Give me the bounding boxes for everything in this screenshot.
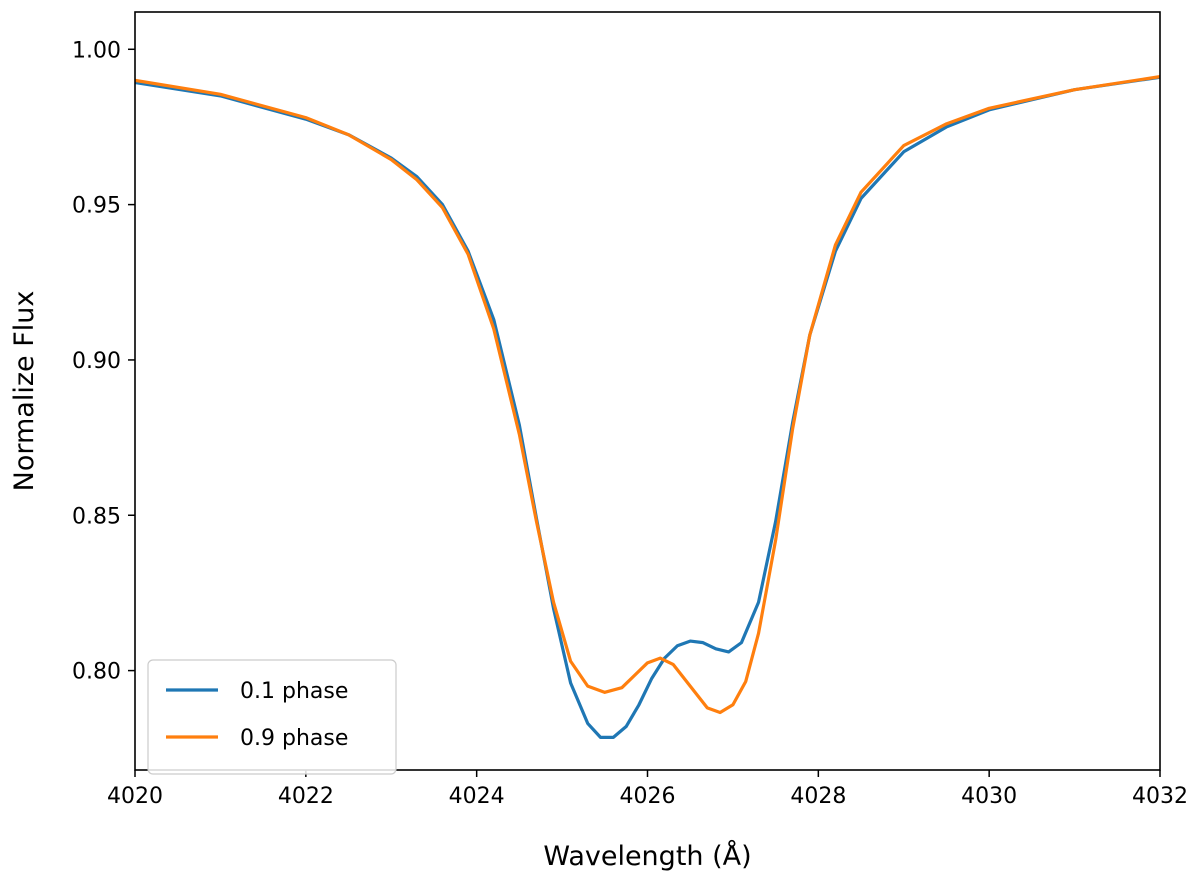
- y-tick-label: 1.00: [72, 38, 121, 63]
- legend-label: 0.9 phase: [240, 726, 348, 751]
- plot-frame: [134, 11, 1161, 771]
- y-tick-label: 0.80: [72, 660, 121, 685]
- x-tick-label: 4030: [961, 784, 1017, 809]
- legend-box: [147, 659, 397, 775]
- x-axis-title: Wavelength (Å): [543, 840, 751, 872]
- x-tick-label: 4028: [790, 784, 846, 809]
- y-tick-label: 0.95: [72, 194, 121, 219]
- x-tick-label: 4024: [449, 784, 505, 809]
- x-tick-label: 4022: [278, 784, 334, 809]
- x-axis: 4020 4022 4024 4026 4028 4030 4032: [107, 770, 1188, 809]
- plot-lines: [135, 75, 1160, 739]
- y-tick-label: 0.90: [72, 349, 121, 374]
- y-axis: 0.80 0.85 0.90 0.95 1.00: [72, 38, 135, 685]
- x-tick-label: 4026: [620, 784, 676, 809]
- x-tick-label: 4032: [1132, 784, 1188, 809]
- y-axis-title: Normalize Flux: [9, 291, 40, 492]
- series-line-2: [135, 75, 1160, 715]
- x-tick-label: 4020: [107, 784, 163, 809]
- legend: 0.1 phase 0.9 phase: [147, 659, 397, 775]
- y-tick-label: 0.85: [72, 504, 121, 529]
- series-line-1: [135, 75, 1160, 739]
- legend-label: 0.1 phase: [240, 679, 348, 704]
